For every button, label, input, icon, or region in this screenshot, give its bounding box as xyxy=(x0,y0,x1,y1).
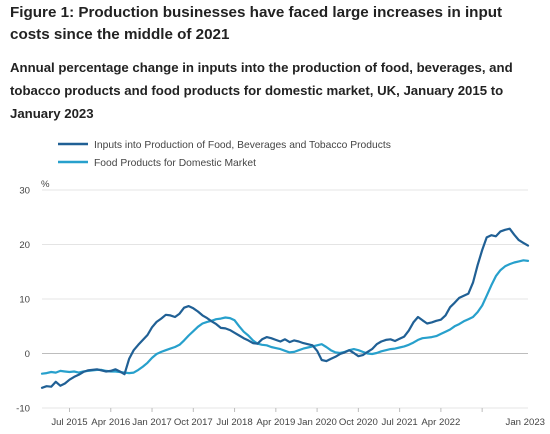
x-tick-label: Apr 2019 xyxy=(256,417,295,428)
x-tick-label: Jul 2015 xyxy=(51,417,87,428)
x-tick-label: Oct 2017 xyxy=(174,417,213,428)
x-tick-label: Jan 2023 xyxy=(506,417,545,428)
y-tick-label: 0 xyxy=(25,349,30,360)
x-tick-label: Apr 2016 xyxy=(91,417,130,428)
x-tick-label: Jan 2017 xyxy=(132,417,171,428)
x-tick-label: Apr 2022 xyxy=(421,417,460,428)
x-tick-label: Oct 2020 xyxy=(339,417,378,428)
series-line-domestic xyxy=(40,259,530,375)
chart-title: Figure 1: Production businesses have fac… xyxy=(10,4,503,43)
legend: Inputs into Production of Food, Beverage… xyxy=(58,140,391,169)
x-tick-label: Jul 2021 xyxy=(381,417,417,428)
series-line-inputs xyxy=(40,227,530,389)
legend-label-inputs: Inputs into Production of Food, Beverage… xyxy=(94,140,391,151)
chart-subtitle: Annual percentage change in inputs into … xyxy=(10,60,513,121)
y-tick-label: 10 xyxy=(19,295,30,306)
y-tick-label: -10 xyxy=(16,404,30,415)
series-lines xyxy=(40,227,530,389)
legend-label-domestic: Food Products for Domestic Market xyxy=(94,158,256,169)
gridlines xyxy=(42,189,528,409)
y-tick-label: 30 xyxy=(19,186,30,197)
y-axis-ticks: -10 0 10 20 30 xyxy=(16,186,30,415)
x-tick-label: Jan 2020 xyxy=(297,417,336,428)
x-axis-ticks: Jul 2015 Apr 2016 Jan 2017 Oct 2017 Jul 2018… xyxy=(51,408,545,428)
y-tick-label: 20 xyxy=(19,240,30,251)
x-tick-label: Jul 2018 xyxy=(216,417,252,428)
y-axis-unit-label: % xyxy=(41,179,50,190)
